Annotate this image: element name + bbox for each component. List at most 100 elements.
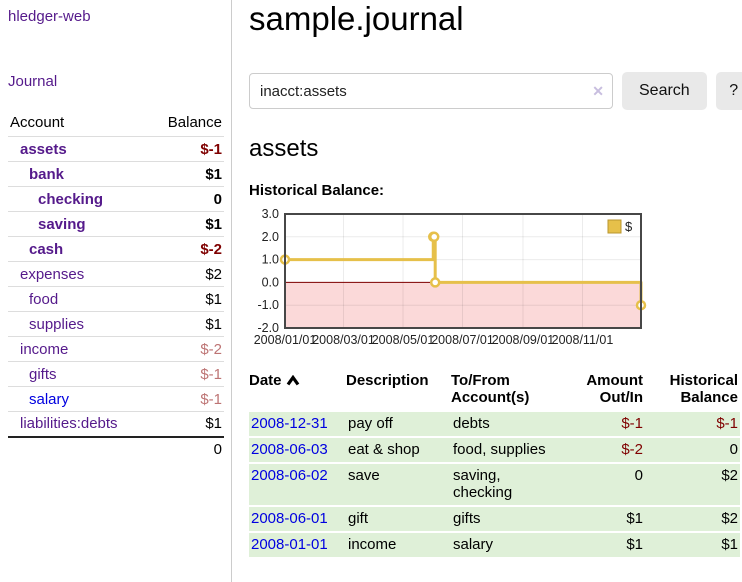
register-date-header[interactable]: Date <box>249 372 346 412</box>
svg-text:1.0: 1.0 <box>262 253 279 267</box>
register-accounts: saving, checking <box>451 464 559 507</box>
register-accounts: salary <box>451 533 559 559</box>
svg-text:-1.0: -1.0 <box>257 298 279 312</box>
svg-text:2008/09/01: 2008/09/01 <box>492 333 555 347</box>
account-link[interactable]: saving <box>38 215 86 233</box>
account-row: supplies $1 <box>8 311 224 337</box>
brand: hledger-web <box>8 8 224 26</box>
register-date-link[interactable]: 2008-06-03 <box>251 441 328 458</box>
account-row: cash $-2 <box>8 236 224 262</box>
sidebar: hledger-web Journal Account Balance asse… <box>0 0 232 582</box>
help-button[interactable]: ? <box>715 72 742 110</box>
register-amount: $1 <box>559 507 645 533</box>
accounts-balance-header: Balance <box>167 114 222 131</box>
register-amount: $-1 <box>559 412 645 438</box>
register-date-link[interactable]: 2008-01-01 <box>251 536 328 553</box>
register-amount: $-2 <box>559 438 645 464</box>
page-title: sample.journal <box>249 0 464 37</box>
search-form: ✕ Search ? <box>249 72 742 110</box>
account-balance: $-1 <box>149 136 224 162</box>
account-balance: $1 <box>149 286 224 312</box>
chart-title: Historical Balance: <box>249 182 385 199</box>
register-balance: 0 <box>645 438 740 464</box>
svg-text:$: $ <box>625 219 633 234</box>
register-description: gift <box>346 507 451 533</box>
register-accounts: gifts <box>451 507 559 533</box>
account-balance: $1 <box>149 161 224 187</box>
register-balance: $2 <box>645 507 740 533</box>
register-description: pay off <box>346 412 451 438</box>
historical-balance-chart: $3.0 2.0 1.0 0.0 -1.0 -2.02008/01/012008/03/0… <box>254 208 647 347</box>
register-accounts: debts <box>451 412 559 438</box>
account-balance: 0 <box>149 186 224 212</box>
search-clear-icon[interactable]: ✕ <box>592 83 604 99</box>
search-button[interactable]: Search <box>622 72 707 110</box>
svg-text:2008/01/01: 2008/01/01 <box>254 333 317 347</box>
account-link[interactable]: salary <box>29 390 70 408</box>
nav-journal-link[interactable]: Journal <box>8 73 58 90</box>
nav-journal: Journal <box>8 73 224 91</box>
account-link[interactable]: food <box>29 290 59 308</box>
sort-ascending-icon <box>286 374 299 386</box>
account-balance: $1 <box>149 211 224 237</box>
account-link[interactable]: gifts <box>29 365 57 383</box>
register-date-link[interactable]: 2008-12-31 <box>251 415 328 432</box>
account-link[interactable]: expenses <box>20 265 85 283</box>
register-amount-header: Amount Out/In <box>586 372 643 406</box>
accounts-account-header: Account <box>10 114 65 131</box>
account-row: saving $1 <box>8 211 224 237</box>
register-date-link[interactable]: 2008-06-01 <box>251 510 328 527</box>
register-date-link[interactable]: 2008-06-02 <box>251 467 328 484</box>
register-accounts-header: To/From Account(s) <box>451 372 530 406</box>
register-amount: 0 <box>559 464 645 507</box>
account-link[interactable]: liabilities:debts <box>20 415 118 433</box>
register-amount: $1 <box>559 533 645 559</box>
account-link[interactable]: cash <box>29 240 64 258</box>
account-heading: assets <box>249 135 319 162</box>
register-balance-header: Historical Balance <box>669 372 738 406</box>
register-balance: $2 <box>645 464 740 507</box>
register-row: 2008-12-31 pay off debts $-1 $-1 <box>249 412 740 438</box>
account-balance: $1 <box>149 311 224 337</box>
register-balance: $-1 <box>645 412 740 438</box>
account-row: bank $1 <box>8 161 224 187</box>
register-row: 2008-06-03 eat & shop food, supplies $-2… <box>249 438 740 464</box>
account-balance: $-2 <box>149 236 224 262</box>
register-row: 2008-06-02 save saving, checking 0 $2 <box>249 464 740 507</box>
svg-text:2008/11/01: 2008/11/01 <box>552 333 614 347</box>
register-description: eat & shop <box>346 438 451 464</box>
account-link[interactable]: supplies <box>29 315 85 333</box>
register-description: income <box>346 533 451 559</box>
search-input[interactable] <box>249 73 613 109</box>
svg-text:2008/03/01: 2008/03/01 <box>312 333 375 347</box>
account-row: assets $-1 <box>8 136 224 162</box>
register-description-header: Description <box>346 372 429 389</box>
account-balance: $-1 <box>149 361 224 387</box>
main-content: sample.journal ✕ Search ? assets Histori… <box>232 0 742 582</box>
register-table: Date Description To/From Account(s) Amou… <box>249 372 740 559</box>
account-link[interactable]: checking <box>38 190 104 208</box>
account-row: gifts $-1 <box>8 361 224 387</box>
register-accounts: food, supplies <box>451 438 559 464</box>
account-link[interactable]: bank <box>29 165 65 183</box>
svg-text:2008/07/01: 2008/07/01 <box>431 333 494 347</box>
register-description: save <box>346 464 451 507</box>
account-row: food $1 <box>8 286 224 312</box>
register-header-row: Date Description To/From Account(s) Amou… <box>249 372 740 412</box>
svg-text:2008/05/01: 2008/05/01 <box>372 333 435 347</box>
register-row: 2008-01-01 income salary $1 $1 <box>249 533 740 559</box>
account-link[interactable]: assets <box>20 140 67 158</box>
account-balance: $2 <box>149 261 224 287</box>
account-link[interactable]: income <box>20 340 69 358</box>
svg-text:3.0: 3.0 <box>262 208 279 221</box>
account-row: checking 0 <box>8 186 224 212</box>
accounts-total-value: 0 <box>149 435 224 462</box>
svg-text:0.0: 0.0 <box>262 275 279 289</box>
register-balance: $1 <box>645 533 740 559</box>
account-row: liabilities:debts $1 <box>8 411 224 437</box>
register-row: 2008-06-01 gift gifts $1 $2 <box>249 507 740 533</box>
brand-link[interactable]: hledger-web <box>8 8 91 25</box>
account-row: salary $-1 <box>8 386 224 412</box>
search-box: ✕ <box>249 73 613 109</box>
